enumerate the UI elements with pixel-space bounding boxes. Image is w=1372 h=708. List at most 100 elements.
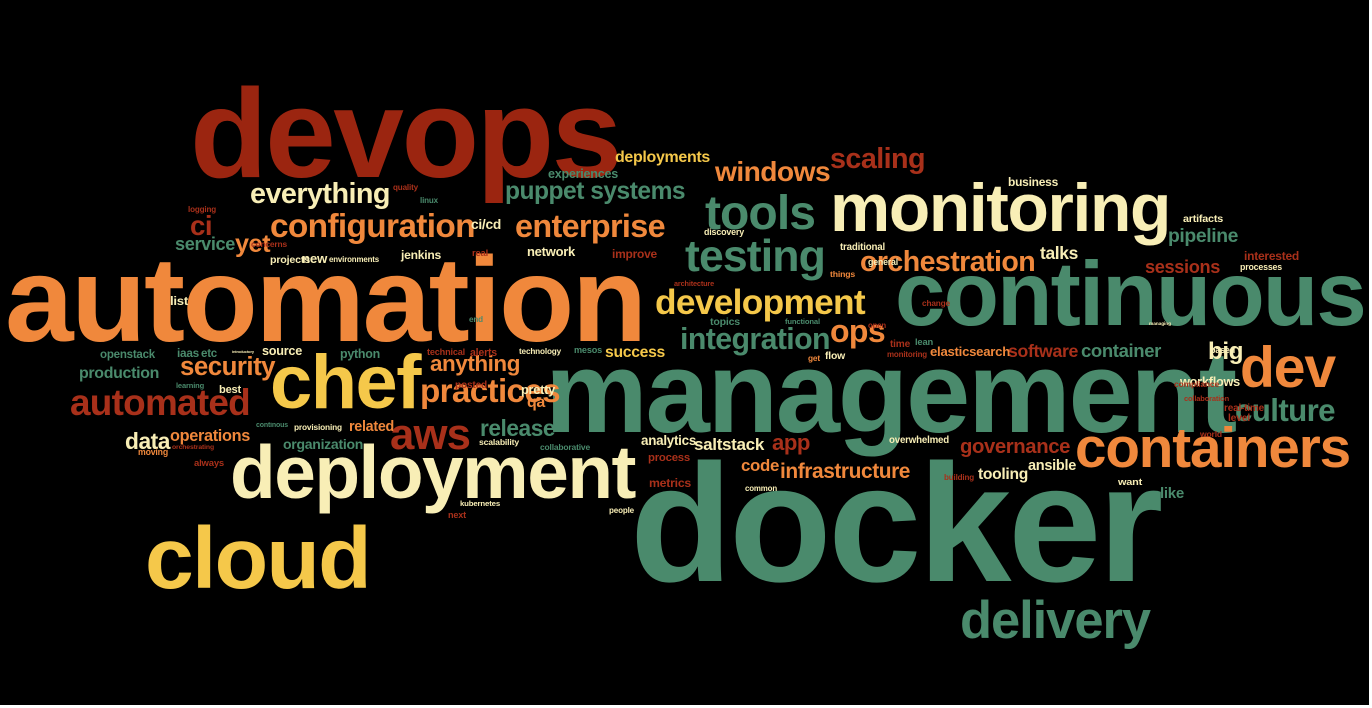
word-yet: yet: [235, 230, 270, 258]
word-monitoring: monitoring: [887, 350, 928, 359]
word-success: success: [605, 344, 665, 361]
word-orchestration: orchestration: [860, 246, 1036, 278]
word-scalability: scalability: [479, 437, 520, 447]
word-people: people: [609, 506, 634, 515]
word-sessions: sessions: [1145, 257, 1221, 277]
word-big: big: [1208, 338, 1243, 365]
word-like: like: [1160, 485, 1184, 502]
word-orchestrating: orchestrating: [172, 444, 214, 451]
word-lean: lean: [915, 337, 934, 347]
word-organization: organization: [283, 436, 364, 452]
word-logging: logging: [188, 205, 217, 214]
word-management: management: [545, 328, 1237, 457]
word-container: container: [1081, 340, 1162, 361]
word-testing: testing: [685, 232, 826, 281]
word-functional: functional: [785, 317, 821, 326]
word-configuration: configuration: [270, 208, 476, 245]
word-compliance: compliance: [1174, 379, 1219, 389]
word-provisioning: provisioning: [294, 422, 342, 432]
word-etc: etc: [201, 348, 218, 360]
word-integration: integration: [680, 323, 831, 356]
word-open: open: [868, 321, 887, 330]
word-operations: operations: [170, 427, 250, 445]
word-tools: tools: [705, 187, 816, 240]
word-development: development: [655, 283, 866, 322]
word-topics: topics: [710, 317, 741, 328]
word-moving: moving: [138, 447, 168, 457]
word-end: end: [469, 315, 483, 324]
word-chef: chef: [270, 340, 422, 425]
word-interested: interested: [1244, 249, 1300, 263]
word-list: list: [170, 296, 188, 308]
word-time: time: [890, 339, 911, 350]
word-want: want: [1118, 477, 1143, 487]
word-artifacts: artifacts: [1183, 214, 1224, 225]
word-business: business: [1008, 175, 1059, 189]
word-new: new: [302, 251, 328, 266]
word-general: general: [868, 257, 899, 267]
word-level: level: [1228, 413, 1251, 424]
word-release: release: [480, 415, 556, 441]
word-technical: technical: [427, 347, 465, 357]
word-governance: governance: [960, 436, 1070, 458]
word-dev: dev: [1240, 336, 1336, 400]
word-devops: devops: [190, 62, 622, 204]
word-ops: ops: [830, 313, 886, 349]
word-kubernetes: kubernetes: [460, 499, 501, 508]
word-anything: anything: [430, 351, 520, 376]
word-app: app: [772, 430, 810, 455]
word-environments: environments: [329, 255, 380, 264]
word-python: python: [340, 347, 381, 361]
word-flow: flow: [825, 351, 846, 362]
word-things: things: [830, 269, 856, 279]
word-quality: quality: [393, 183, 419, 192]
word-data: data: [125, 428, 171, 454]
word-posted: posted: [455, 380, 487, 391]
word-related: related: [349, 419, 394, 435]
word-infrastructure: infrastructure: [780, 460, 911, 483]
word-real: real: [472, 247, 489, 258]
word-source: source: [262, 344, 303, 358]
word-technology: technology: [519, 347, 561, 356]
word-discovery: discovery: [704, 227, 745, 237]
word-elasticsearch: elasticsearch: [930, 344, 1010, 359]
word-monitoring: monitoring: [830, 171, 1171, 246]
word-continous: continous: [256, 422, 288, 429]
word-iaas: iaas: [177, 347, 199, 360]
word-continuous: continuous: [895, 244, 1367, 345]
word-windows: windows: [715, 156, 831, 187]
word-building: building: [944, 473, 974, 482]
word-puppet-systems: puppet systems: [505, 178, 686, 205]
word-qa: qa: [527, 394, 546, 411]
word-traditional: traditional: [840, 242, 885, 253]
word-ci: ci: [190, 210, 213, 241]
word-automated: automated: [70, 382, 251, 423]
word-next: next: [448, 510, 467, 520]
word-alerts: alerts: [470, 347, 497, 359]
word-scaling: scaling: [830, 143, 926, 175]
word-pipeline: pipeline: [1168, 225, 1239, 247]
word-experiences: experiences: [548, 167, 618, 181]
word-collaborative: collaborative: [540, 442, 591, 452]
word-metrics: metrics: [649, 476, 692, 490]
word-delivery: delivery: [960, 592, 1151, 650]
word-process: process: [648, 452, 690, 464]
word-best: best: [219, 384, 241, 396]
word-openstack: openstack: [100, 349, 156, 361]
word-everything: everything: [250, 178, 391, 210]
word-projects: projects: [270, 255, 310, 266]
word-pretty: pretty: [521, 383, 556, 397]
word-docker: docker: [630, 429, 1163, 617]
word-world: world: [1200, 429, 1223, 439]
word-code: code: [741, 456, 780, 475]
word-deployments: deployments: [615, 149, 710, 166]
word-deployment: deployment: [230, 430, 636, 514]
word-network: network: [527, 244, 576, 259]
word-ansible: ansible: [1028, 458, 1076, 474]
word-architecture: architecture: [674, 279, 715, 288]
word-managing: managing: [1149, 322, 1172, 327]
word-based: based: [1210, 345, 1236, 355]
word-concerns: concerns: [251, 239, 288, 249]
word-common: common: [745, 484, 778, 493]
